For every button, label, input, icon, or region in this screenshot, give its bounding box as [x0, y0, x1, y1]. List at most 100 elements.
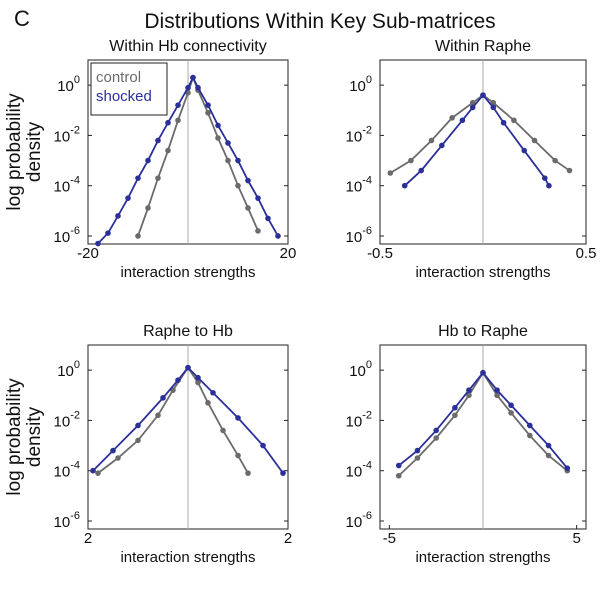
- data-point: [160, 395, 166, 401]
- data-point: [210, 389, 216, 396]
- subplot-title: Raphe to Hb: [143, 323, 233, 340]
- x-tick-label: -0.5: [367, 245, 393, 262]
- y-tick-label: 100: [57, 74, 80, 95]
- data-point: [95, 240, 101, 247]
- y-axis-label: log probability: [4, 93, 25, 211]
- data-point: [155, 175, 161, 181]
- data-point: [552, 157, 558, 164]
- data-point: [235, 157, 241, 164]
- y-tick-exponent: -4: [70, 175, 80, 187]
- y-tick-exponent: 0: [366, 359, 372, 371]
- data-point: [165, 147, 171, 154]
- data-point: [255, 195, 261, 201]
- y-tick-exponent: -6: [70, 225, 80, 237]
- data-point: [190, 74, 196, 81]
- data-point: [452, 404, 458, 411]
- data-point: [508, 402, 514, 409]
- y-tick-label: 10-4: [346, 460, 372, 481]
- data-point: [185, 84, 191, 91]
- data-point: [175, 117, 181, 124]
- y-tick-label: 100: [57, 359, 80, 380]
- subplot-title: Within Raphe: [435, 38, 531, 55]
- y-tick-base: 10: [346, 514, 363, 531]
- data-point: [205, 400, 211, 406]
- y-tick-exponent: -6: [70, 510, 80, 522]
- y-tick-base: 10: [346, 413, 363, 430]
- data-point: [155, 137, 161, 144]
- data-point: [115, 213, 121, 219]
- y-tick-base: 10: [54, 229, 71, 246]
- series-line: [97, 75, 279, 245]
- data-point: [215, 122, 221, 129]
- subplot-title: Within Hb connectivity: [109, 38, 266, 55]
- y-tick-base: 10: [346, 128, 363, 145]
- data-point: [225, 140, 231, 146]
- data-point: [566, 167, 573, 174]
- data-point: [165, 119, 171, 126]
- data-point: [215, 135, 221, 141]
- data-point: [469, 99, 476, 106]
- data-point: [564, 465, 571, 471]
- x-axis-label: interaction strengths: [120, 264, 255, 281]
- data-point: [90, 467, 96, 474]
- data-point: [195, 374, 201, 381]
- y-tick-label: 10-2: [346, 124, 372, 145]
- x-tick-label: -20: [77, 245, 99, 262]
- series-line: [404, 93, 550, 187]
- data-point: [245, 205, 251, 211]
- data-point: [175, 102, 181, 108]
- data-point: [439, 142, 445, 149]
- data-point: [542, 175, 548, 181]
- y-tick-exponent: -4: [70, 460, 80, 472]
- panel-label: C: [14, 6, 30, 31]
- y-axis-label: density: [24, 406, 45, 467]
- data-point: [545, 452, 552, 459]
- y-tick-exponent: -4: [362, 175, 372, 187]
- x-tick-label: 5: [572, 530, 580, 547]
- y-tick-label: 10-4: [346, 175, 372, 196]
- data-point: [527, 432, 533, 439]
- data-point: [145, 205, 151, 211]
- data-point: [245, 177, 251, 184]
- data-point: [110, 447, 116, 454]
- y-tick-exponent: 0: [74, 359, 80, 371]
- y-tick-label: 10-2: [346, 409, 372, 430]
- y-tick-base: 10: [54, 179, 71, 196]
- y-tick-base: 10: [54, 464, 71, 481]
- data-point: [466, 387, 472, 393]
- data-point: [459, 117, 466, 124]
- data-point: [433, 427, 439, 434]
- x-tick-label: -5: [383, 530, 396, 547]
- data-point: [95, 470, 101, 476]
- x-tick-label: 0.5: [576, 245, 597, 262]
- data-point: [511, 117, 517, 124]
- y-tick-base: 10: [346, 179, 363, 196]
- data-point: [205, 110, 211, 116]
- data-point: [135, 422, 141, 429]
- data-point: [280, 470, 286, 476]
- y-tick-base: 10: [346, 464, 363, 481]
- data-point: [195, 379, 201, 386]
- data-point: [480, 369, 486, 376]
- y-tick-exponent: -2: [362, 409, 372, 421]
- legend-label: control: [96, 69, 141, 86]
- data-point: [490, 104, 497, 111]
- data-point: [433, 435, 439, 441]
- data-point: [408, 157, 414, 164]
- y-tick-base: 10: [54, 413, 71, 430]
- data-point: [225, 157, 231, 164]
- data-point: [469, 104, 476, 111]
- data-point: [205, 102, 211, 108]
- data-point: [449, 115, 455, 121]
- data-point: [145, 157, 151, 164]
- data-point: [235, 452, 241, 459]
- data-point: [135, 175, 141, 181]
- x-axis-label: interaction strengths: [415, 264, 550, 281]
- y-tick-base: 10: [349, 363, 366, 380]
- y-tick-base: 10: [57, 78, 74, 95]
- data-point: [521, 147, 527, 154]
- data-point: [480, 92, 486, 98]
- data-point: [387, 170, 394, 176]
- y-tick-label: 10-2: [54, 124, 80, 145]
